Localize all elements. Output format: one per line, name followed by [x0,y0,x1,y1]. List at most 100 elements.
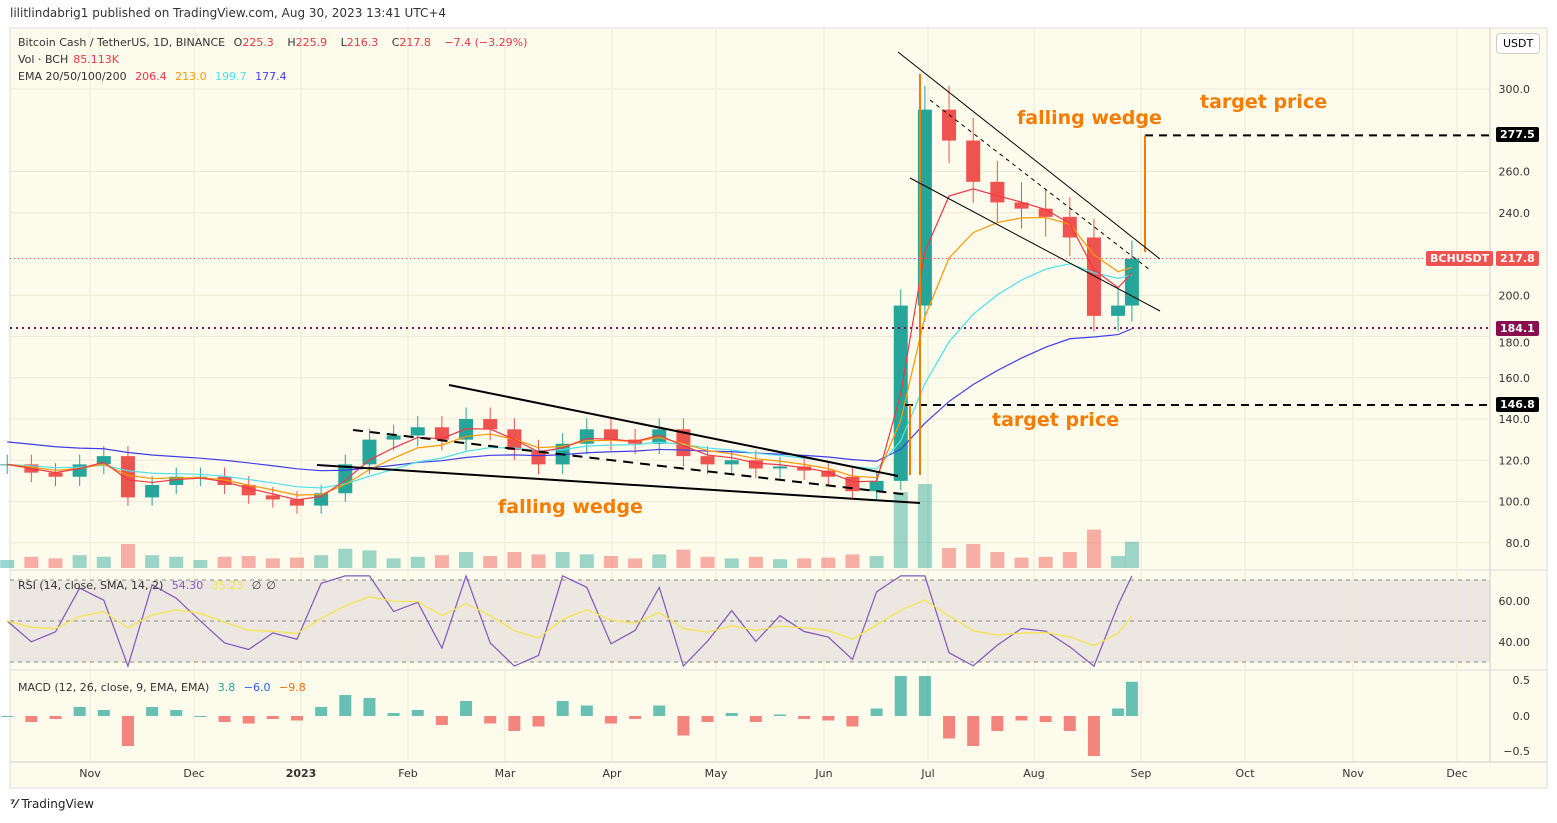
macd-label: MACD (12, 26, close, 9, EMA, EMA) [18,681,210,694]
candle-body [531,449,546,465]
chart-background [9,27,1548,789]
volume-bar [1124,541,1139,568]
volume-bar [507,552,522,568]
candle-body [483,419,498,430]
macd-histogram-bar [97,710,110,716]
time-tick-label: Oct [1235,767,1255,780]
rsi-na-1: ∅ [251,579,262,592]
macd-histogram-bar [218,716,231,722]
candle-body [120,456,135,498]
tradingview-logo[interactable]: ⁷⁄ TradingView [10,797,94,811]
volume-bar [265,558,280,568]
macd-histogram-bar [194,716,207,717]
macd-histogram-bar [629,716,642,719]
target-level-tag-low: 146.8 [1496,397,1539,412]
macd-histogram-bar [1015,716,1028,721]
candle-body [96,456,111,465]
time-tick-label: Sep [1131,767,1152,780]
macd-histogram-bar [725,713,738,716]
rsi-sma-value: 35.23 [211,579,244,592]
macd-histogram-bar [315,707,328,716]
time-tick-label: Dec [183,767,204,780]
ema-line [7,328,1133,472]
volume-bar [579,554,594,568]
candle-body [748,460,763,469]
candle-body [917,109,932,306]
low-value: 216.3 [346,36,379,49]
ema-legend: EMA 20/50/100/200 206.4 213.0 199.7 177.… [18,70,292,83]
l-label: L [340,36,347,49]
volume-bar [48,558,63,568]
macd-histogram-bar [701,716,714,722]
ema20-value: 206.4 [135,70,167,83]
time-tick-label: 2023 [286,767,317,780]
time-tick-label: Jun [814,767,832,780]
price-tick-label: 160.0 [1499,372,1531,385]
macd-histogram-bar [943,716,956,739]
time-tick-label: Aug [1023,767,1044,780]
rsi-na-2: ∅ [266,579,276,592]
price-tick-label: 240.0 [1499,207,1531,220]
candle-body [773,466,787,469]
macd-histogram-bar [339,695,352,716]
candle-body [652,429,667,444]
macd-histogram-bar [242,716,255,724]
volume-bar [410,556,425,568]
rsi-label: RSI (14, close, SMA, 14, 2) [18,579,164,592]
volume-bar [241,556,256,568]
macd-tick-label: −0.5 [1503,745,1530,758]
volume-bar [96,556,111,568]
time-tick-label: Jul [920,767,934,780]
volume-bar [1062,552,1077,568]
candle-body [145,485,160,498]
price-tick-label: 100.0 [1499,496,1531,509]
macd-histogram-bar [49,716,62,719]
annotation-falling-wedge-top: falling wedge [1017,107,1162,129]
ema-line [7,263,1133,489]
candle-body [241,485,256,496]
price-tick-label: 80.0 [1506,537,1531,550]
volume-bar [434,555,449,568]
volume-bar [724,558,739,568]
volume-bar [773,559,787,568]
time-tick-label: Apr [602,767,622,780]
price-tick-label: 300.0 [1499,83,1531,96]
price-tick-label: 140.0 [1499,413,1531,426]
symbol-tag: BCHUSDT [1426,251,1494,266]
volume-bar [893,492,908,568]
o-label: O [233,36,243,49]
change-value: −7.4 (−3.29%) [444,36,528,49]
macd-histogram-bar [580,705,593,716]
ema100-value: 199.7 [215,70,247,83]
time-tick-label: Nov [1342,767,1364,780]
volume-bar [797,558,812,568]
annotation-target-price-top: target price [1200,91,1328,113]
support-level-tag: 184.1 [1496,321,1539,336]
macd-hist-value: 3.8 [217,681,236,694]
candle-body [169,476,184,485]
volume-bar [483,556,498,568]
candle-body [410,427,425,436]
wedge-mid-line [352,429,911,496]
volume-bar [217,556,232,568]
high-value: 225.9 [295,36,328,49]
time-tick-label: Mar [495,767,516,780]
volume-bar [24,556,39,568]
volume-label: Vol · BCH [18,53,69,66]
annotation-target-price-bottom: target price [992,409,1120,431]
candle-body [1014,202,1029,209]
volume-bar [628,558,643,568]
candle-body [942,109,957,141]
time-tick-label: Nov [79,767,101,780]
close-value: 217.8 [399,36,431,49]
target-level-tag-high: 277.5 [1496,127,1539,142]
volume-bar [748,556,763,568]
annotation-falling-wedge-bottom: falling wedge [498,496,643,518]
volume-bar [869,556,884,568]
volume-bar [120,544,135,568]
time-tick-label: May [705,767,728,780]
macd-histogram-bar [677,716,690,736]
currency-button[interactable]: USDT [1496,33,1541,54]
volume-bar [555,552,570,568]
